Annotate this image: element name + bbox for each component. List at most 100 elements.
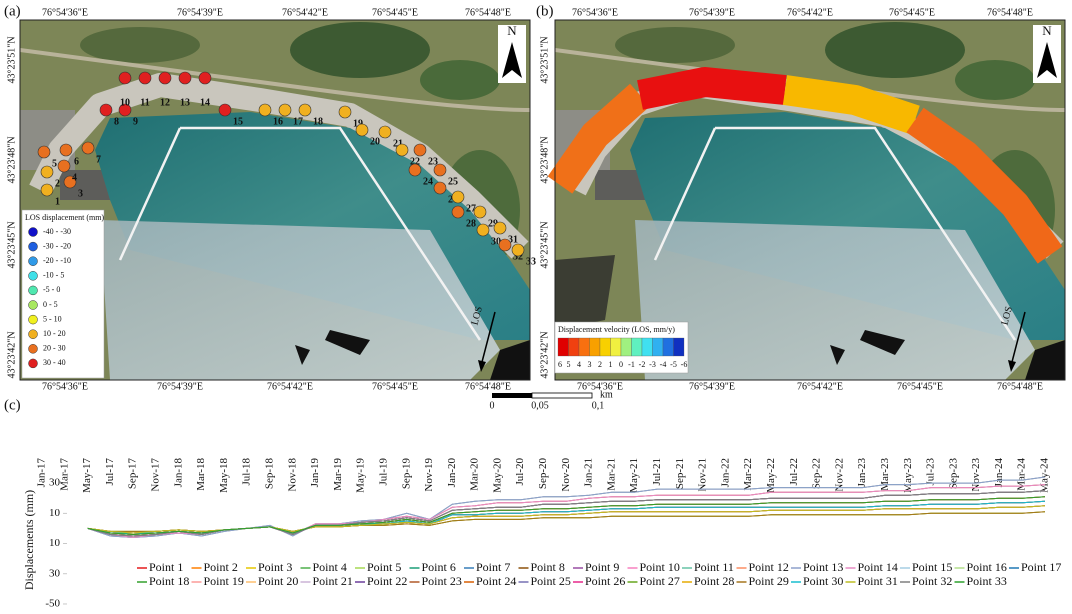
legend-label: Point 7 bbox=[476, 560, 510, 574]
point-marker bbox=[408, 163, 422, 177]
x-tick-label: Jan-24 bbox=[993, 458, 1005, 488]
scale-label: 0,1 bbox=[592, 400, 605, 411]
y-tick-label: 30 bbox=[49, 477, 61, 489]
point-marker bbox=[355, 123, 369, 137]
lon-label: 76°54'48"E bbox=[465, 381, 511, 392]
series-line bbox=[87, 496, 1046, 536]
legend-label: 20 - 30 bbox=[43, 344, 66, 353]
lon-label: 76°54'45"E bbox=[889, 7, 935, 18]
x-tick-label: Nov-17 bbox=[150, 458, 162, 492]
scale-unit: km bbox=[600, 389, 613, 400]
colorbar-swatch bbox=[578, 337, 590, 357]
colorbar-swatch bbox=[568, 337, 580, 357]
y-tick-label: 10 bbox=[49, 537, 61, 549]
x-tick-label: Jul-18 bbox=[241, 458, 253, 486]
legend-label: Point 32 bbox=[912, 574, 952, 588]
lon-label: 76°54'48"E bbox=[997, 381, 1043, 392]
series-line bbox=[87, 505, 1046, 534]
colorbar-label: 2 bbox=[598, 360, 602, 369]
point-label: 11 bbox=[140, 97, 149, 108]
lon-label: 76°54'36"E bbox=[42, 381, 88, 392]
legend-swatch bbox=[28, 329, 38, 339]
point-marker bbox=[493, 221, 507, 235]
legend-label: Point 12 bbox=[749, 560, 789, 574]
legend-label: Point 21 bbox=[313, 574, 353, 588]
point-marker bbox=[258, 103, 272, 117]
colorbar-label: 5 bbox=[567, 360, 571, 369]
colorbar-label: -5 bbox=[670, 360, 677, 369]
legend-label: Point 5 bbox=[367, 560, 401, 574]
legend-label: Point 1 bbox=[149, 560, 183, 574]
lon-label: 76°54'39"E bbox=[689, 381, 735, 392]
lon-label: 76°54'42"E bbox=[282, 7, 328, 18]
colorbar-swatch bbox=[662, 337, 674, 357]
series-line bbox=[87, 500, 1046, 534]
legend-label: Point 14 bbox=[858, 560, 898, 574]
y-tick-label: -50 bbox=[45, 598, 60, 610]
point-marker bbox=[413, 143, 427, 157]
colorbar-swatch bbox=[610, 337, 622, 357]
x-tick-label: Jan-19 bbox=[309, 458, 321, 488]
point-label: 3 bbox=[78, 188, 83, 199]
colorbar-swatch bbox=[620, 337, 632, 357]
x-tick-label: Mar-21 bbox=[605, 458, 617, 491]
legend-label: -20 - -10 bbox=[43, 256, 71, 265]
legend-swatch bbox=[28, 256, 38, 266]
lat-label: 43°23'45"N bbox=[539, 221, 550, 268]
legend-label: Point 2 bbox=[204, 560, 238, 574]
x-tick-label: Jan-22 bbox=[719, 458, 731, 487]
legend-label: 0 - 5 bbox=[43, 300, 58, 309]
series-line bbox=[87, 496, 1046, 536]
x-tick-label: Sep-19 bbox=[400, 458, 412, 490]
legend-swatch bbox=[28, 314, 38, 325]
x-tick-label: Jul-22 bbox=[788, 458, 800, 486]
legend-label: 10 - 20 bbox=[43, 329, 66, 338]
point-label: 19 bbox=[353, 118, 363, 129]
legend-swatch bbox=[28, 227, 38, 237]
legend-label: Point 17 bbox=[1021, 560, 1061, 574]
lon-label: 76°54'45"E bbox=[372, 7, 418, 18]
x-tick-label: Jan-17 bbox=[36, 458, 48, 488]
scale-label: 0 bbox=[490, 400, 495, 411]
legend-swatch bbox=[28, 358, 38, 369]
point-marker bbox=[178, 71, 192, 85]
colorbar-label: -3 bbox=[649, 360, 656, 369]
lat-label: 43°23'42"N bbox=[539, 331, 550, 378]
point-marker bbox=[37, 145, 51, 159]
point-label: 31 bbox=[508, 234, 518, 245]
colorbar-swatch bbox=[673, 337, 685, 357]
legend-label: Point 9 bbox=[585, 560, 619, 574]
legend-label: Point 33 bbox=[967, 574, 1007, 588]
point-marker bbox=[395, 143, 409, 157]
y-axis-label: Displacements (mm) bbox=[22, 490, 36, 590]
series-line bbox=[87, 505, 1046, 534]
point-label: 16 bbox=[273, 116, 283, 127]
point-marker bbox=[298, 103, 312, 117]
point-marker bbox=[498, 238, 512, 252]
panel-label: (c) bbox=[4, 397, 21, 413]
legend-label: Point 24 bbox=[476, 574, 516, 588]
x-tick-label: Jul-20 bbox=[514, 458, 526, 486]
point-label: 27 bbox=[466, 203, 476, 214]
series-line bbox=[87, 496, 1046, 536]
point-marker bbox=[198, 71, 212, 85]
x-tick-label: Nov-23 bbox=[970, 458, 982, 492]
legend-label: -30 - -20 bbox=[43, 241, 71, 250]
legend-label: Point 10 bbox=[640, 560, 680, 574]
legend-label: Point 19 bbox=[204, 574, 244, 588]
point-marker bbox=[81, 141, 95, 155]
lat-label: 43°23'48"N bbox=[539, 136, 550, 183]
scale-bar bbox=[492, 393, 532, 398]
x-tick-label: Jul-23 bbox=[925, 458, 937, 486]
x-tick-label: Nov-20 bbox=[560, 458, 572, 492]
point-label: 1 bbox=[55, 196, 60, 207]
x-tick-label: Jul-19 bbox=[377, 458, 389, 486]
x-tick-label: May-18 bbox=[218, 458, 230, 493]
panel-label: (a) bbox=[4, 3, 21, 19]
x-tick-label: Jan-23 bbox=[856, 458, 868, 488]
point-label: 10 bbox=[120, 97, 130, 108]
los-arrow-head bbox=[478, 360, 486, 372]
point-marker bbox=[40, 165, 54, 179]
colorbar-title: Displacement velocity (LOS, mm/y) bbox=[558, 325, 675, 334]
